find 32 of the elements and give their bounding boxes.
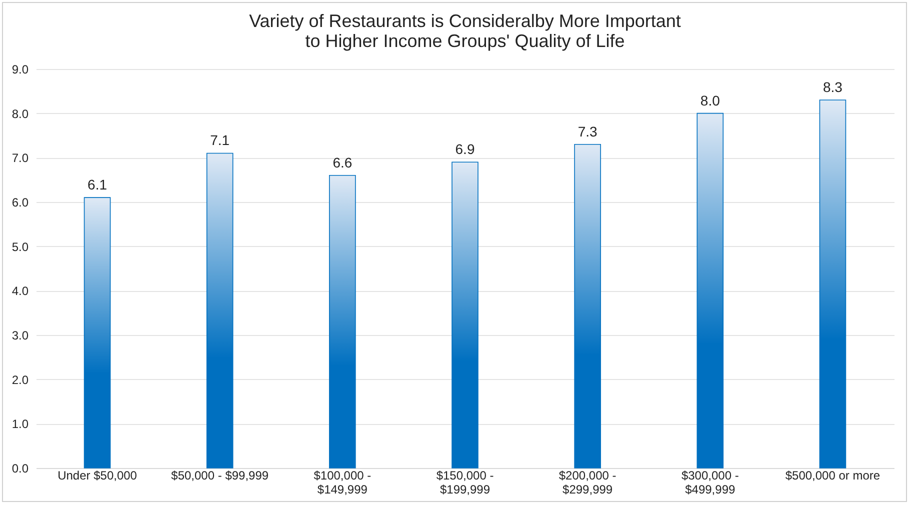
bar — [206, 152, 234, 468]
y-tick-label: 5.0 — [12, 240, 29, 254]
x-tick-label: $100,000 - $149,999 — [314, 468, 372, 496]
y-tick-label: 6.0 — [12, 196, 29, 210]
x-tick-label: $300,000 - $499,999 — [681, 468, 739, 496]
x-tick-label: $50,000 - $99,999 — [171, 468, 269, 482]
data-label: 6.9 — [455, 141, 475, 158]
bar — [452, 162, 478, 468]
y-tick-label: 7.0 — [12, 151, 29, 166]
y-tick-label: 9.0 — [12, 62, 29, 76]
y-tick-label: 2.0 — [12, 372, 29, 387]
bar — [819, 100, 846, 468]
data-label: 7.1 — [210, 132, 230, 148]
data-label: 8.0 — [700, 92, 720, 108]
y-tick-label: 8.0 — [12, 106, 29, 121]
y-tick-label: 3.0 — [12, 328, 29, 342]
bar — [696, 112, 724, 468]
chart-title: Variety of Restaurants is Consideralby More Important to Higher Income Groups' Quality of Life — [249, 11, 681, 51]
bar — [329, 175, 356, 468]
x-tick-label: $200,000 - $299,999 — [558, 468, 616, 496]
y-tick-label: 4.0 — [12, 284, 29, 298]
data-label: 6.1 — [88, 176, 108, 193]
data-label: 8.3 — [822, 79, 843, 96]
x-tick-label: $150,000 - $199,999 — [436, 468, 494, 496]
data-label: 6.6 — [332, 154, 352, 170]
bar — [574, 144, 601, 468]
data-label: 7.3 — [578, 123, 598, 140]
bar — [84, 197, 111, 468]
y-tick-label: 0.0 — [12, 462, 29, 476]
x-tick-label: $500,000 or more — [785, 468, 880, 482]
y-tick-label: 1.0 — [12, 417, 29, 432]
x-tick-label: Under $50,000 — [58, 468, 138, 482]
